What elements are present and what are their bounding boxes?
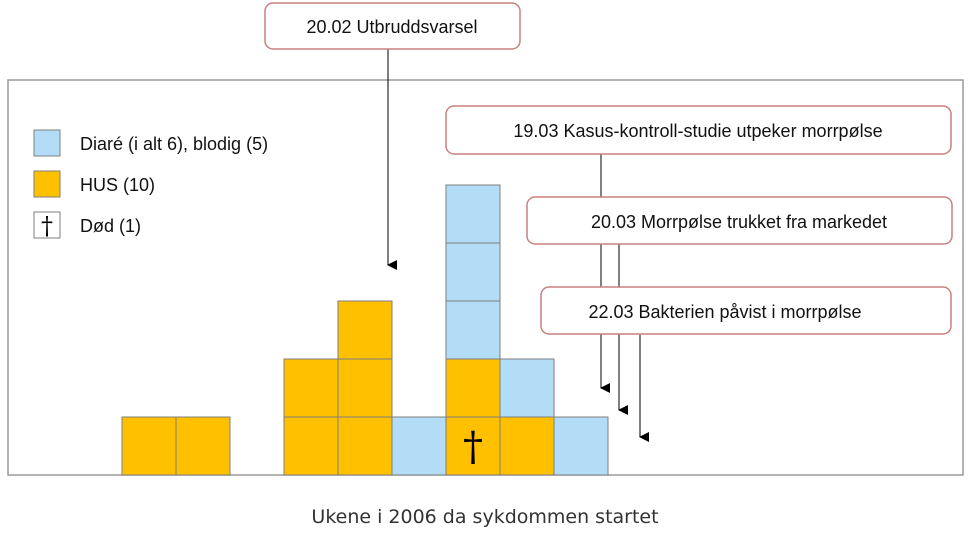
- hus-case-cell: [121, 416, 177, 476]
- annotation-text: 20.02 Utbruddsvarsel: [306, 17, 477, 37]
- hus-case-cell: [337, 416, 393, 476]
- legend-label-death: Død (1): [80, 216, 141, 236]
- x-axis-label: Ukene i 2006 da sykdommen startet: [311, 506, 659, 528]
- hus-case-cell: [337, 358, 393, 418]
- hus-case-cell: [283, 358, 339, 418]
- diare-case-cell: [553, 416, 609, 476]
- diare-case-cell: [499, 358, 555, 418]
- annotation-box: [264, 2, 521, 50]
- legend-death-symbol: †: [41, 212, 53, 240]
- annotation-box: [445, 105, 952, 155]
- annotation-box: [540, 286, 952, 335]
- hus-case-cell: [445, 416, 501, 476]
- legend-label-diare: Diaré (i alt 6), blodig (5): [80, 134, 268, 154]
- legend: Diaré (i alt 6), blodig (5) HUS (10) † Død …: [33, 129, 268, 240]
- diare-case-cell: [445, 184, 501, 244]
- legend-swatch-death: [33, 211, 61, 239]
- diare-case-cell: [445, 300, 501, 360]
- legend-swatch-diare: [33, 129, 61, 157]
- annotation-box: [526, 196, 953, 245]
- annotations-layer: 20.02 Utbruddsvarsel 19.03 Kasus-kontroll…: [264, 2, 953, 442]
- annotation-text: 19.03 Kasus-kontroll-studie utpeker morr…: [513, 121, 882, 141]
- diare-case-cell: [391, 416, 447, 476]
- hus-case-cell: [337, 300, 393, 360]
- annotation-text: 20.03 Morrpølse trukket fra markedet: [591, 212, 887, 232]
- death-marker: †: [463, 424, 483, 470]
- hus-case-cell: [283, 416, 339, 476]
- hus-case-cell: [175, 416, 231, 476]
- bars-layer: †: [121, 184, 609, 476]
- legend-label-hus: HUS (10): [80, 175, 155, 195]
- legend-swatch-hus: [33, 170, 61, 198]
- hus-case-cell: [499, 416, 555, 476]
- diare-case-cell: [445, 242, 501, 302]
- hus-case-cell: [445, 358, 501, 418]
- annotation-text: 22.03 Bakterien påvist i morrpølse: [588, 302, 861, 322]
